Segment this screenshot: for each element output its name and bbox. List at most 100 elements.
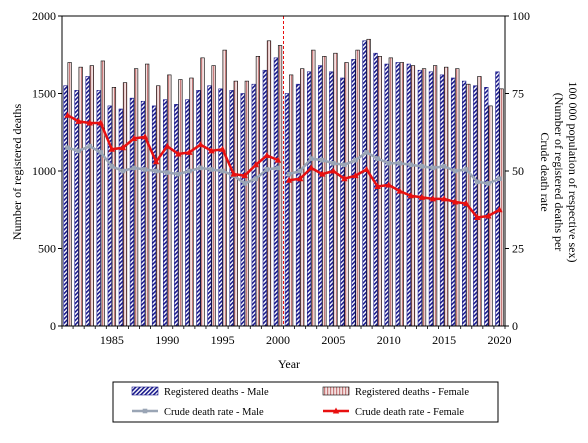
rate-female-point	[363, 165, 370, 172]
rate-male-point	[131, 165, 137, 171]
bar-male	[384, 63, 389, 327]
rate-female-point	[330, 167, 337, 174]
rate-male-point	[364, 150, 369, 155]
rate-male-point	[297, 168, 303, 174]
rate-male-point	[419, 164, 425, 169]
rate-female-point	[440, 195, 448, 202]
bar-female	[277, 45, 283, 327]
rate-female-point	[385, 181, 392, 188]
rate-female-point	[252, 161, 260, 168]
bar-female	[133, 68, 139, 327]
y-tick-label: 1500	[32, 87, 56, 101]
x-tick-label: 2020	[487, 333, 511, 347]
bar-female	[311, 49, 316, 327]
rate-male-point	[242, 181, 248, 186]
bar-male	[85, 76, 90, 327]
x-tick-label: 2010	[377, 333, 401, 347]
bar-female	[167, 74, 172, 327]
rate-female-line	[288, 166, 501, 219]
bar-male	[118, 108, 123, 327]
bar-female	[178, 79, 183, 327]
rate-male-point	[342, 162, 347, 168]
y2-tick-label: 100	[512, 9, 530, 23]
bar-female	[89, 65, 94, 327]
rate-female-point	[418, 193, 426, 200]
legend-box	[112, 381, 499, 423]
rate-male-point	[353, 157, 358, 163]
legend: Registered deaths - Male Registered death…	[112, 381, 499, 423]
y-axis-title: Number of registered deaths	[10, 104, 24, 241]
rate-female-point	[164, 142, 171, 149]
bar-female	[111, 87, 117, 327]
rate-female-point	[230, 170, 237, 177]
rate-male-point	[397, 160, 403, 166]
bar-female	[344, 62, 349, 327]
rate-male-point	[76, 148, 81, 154]
y2-tick-label: 0	[512, 319, 518, 333]
axes-group: 0 500 1000 1500 2000 0 25 50 75 100 1985 1990 1995 20…	[32, 9, 530, 347]
bar-male	[340, 77, 345, 327]
rate-female-point	[86, 119, 93, 126]
x-tick-label: 1985	[100, 333, 124, 347]
bar-male	[229, 90, 234, 327]
rate-female-point	[485, 212, 492, 219]
bar-female	[377, 55, 382, 327]
legend-swatch-marker	[332, 407, 340, 414]
lines-group	[64, 16, 503, 326]
bar-female	[388, 57, 393, 327]
bar-female	[300, 68, 305, 327]
bar-female	[477, 76, 482, 327]
rate-female-point	[119, 144, 127, 151]
bar-male	[306, 71, 312, 327]
rate-male-point	[87, 143, 92, 149]
rate-female-point	[130, 134, 138, 141]
rate-male-point	[164, 170, 170, 175]
y-tick-label: 0	[50, 319, 56, 333]
y-tick-label: 500	[38, 242, 56, 256]
bar-female	[189, 77, 194, 327]
x-tick-label: 1995	[211, 333, 235, 347]
rate-male-point	[319, 157, 325, 163]
rate-male-point	[441, 164, 447, 169]
rate-female-point	[352, 172, 359, 179]
rate-female-point	[296, 175, 304, 182]
rate-male-point	[375, 156, 380, 161]
bar-male	[129, 97, 134, 327]
bar-male	[484, 87, 489, 327]
bar-male	[251, 83, 256, 327]
bar-female	[211, 65, 216, 327]
rate-female-point	[285, 176, 293, 183]
rate-male-point	[264, 167, 270, 172]
bar-female	[156, 85, 161, 327]
bar-female	[355, 49, 360, 327]
rate-female-point	[341, 175, 348, 182]
bar-male	[207, 85, 212, 327]
rate-male-point	[408, 162, 414, 168]
y-tick-label: 1000	[32, 164, 56, 178]
rate-female-point	[451, 198, 459, 205]
rate-female-point	[396, 187, 403, 194]
bar-male	[63, 85, 68, 327]
rate-female-point	[108, 145, 116, 152]
rate-male-point	[109, 164, 115, 169]
legend-label: Registered deaths - Male	[164, 387, 269, 398]
bar-female	[455, 68, 460, 327]
rate-male-point	[220, 168, 225, 174]
legend-swatch	[322, 386, 350, 396]
bar-male	[240, 93, 245, 327]
rate-male-point	[198, 165, 203, 171]
y2-tick-label: 50	[512, 164, 524, 178]
rate-male-point	[187, 168, 192, 174]
bars-group	[63, 38, 504, 327]
legend-label: Crude death rate - Female	[355, 407, 464, 418]
rate-female-point	[307, 164, 315, 171]
y2-tick-label: 75	[512, 87, 524, 101]
bar-male	[473, 85, 478, 327]
bar-male	[395, 62, 400, 327]
x-tick-label: 2005	[321, 333, 345, 347]
bar-male	[284, 93, 290, 327]
rate-female-point	[407, 192, 415, 199]
rate-male-point	[308, 156, 314, 161]
x-tick-label: 2015	[432, 333, 456, 347]
rate-male-point	[142, 167, 148, 172]
